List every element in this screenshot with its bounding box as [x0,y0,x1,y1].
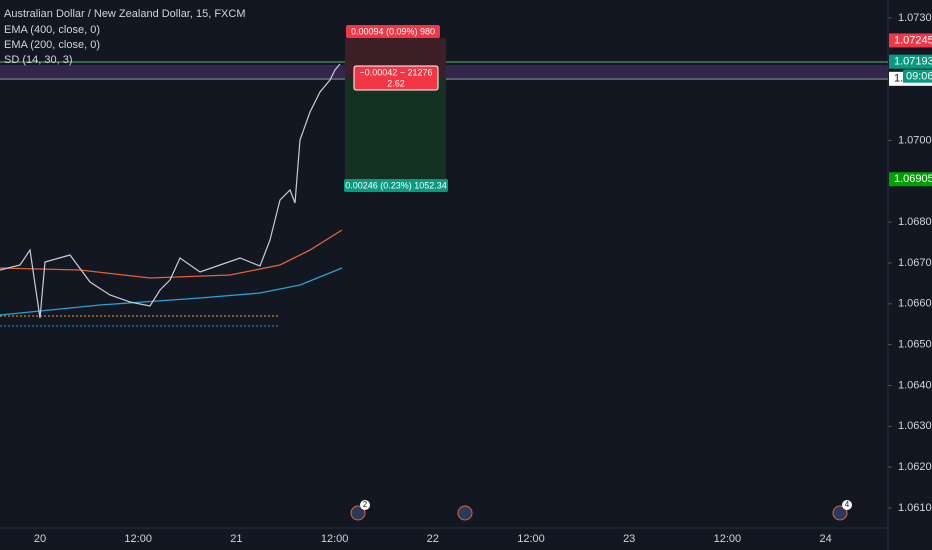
time-label: 12:00 [321,533,349,545]
price-tick-label: 1.06600 [898,298,932,310]
stop-label-bg [346,25,440,38]
time-label: 23 [623,533,635,545]
time-label: 21 [230,533,242,545]
price-tick-label: 1.07000 [898,134,932,146]
stats-box [353,65,439,91]
event-badge [360,500,370,510]
stop-label: 0.00094 (0.09%) 980 [351,26,435,36]
symbol-title: Australian Dollar / New Zealand Dollar, … [4,8,245,20]
price-line [0,63,341,319]
ema-line [0,267,343,316]
time-label: 22 [427,533,439,545]
event-badge-text: 2 [363,500,368,509]
indicator-label: SD (14, 30, 3) [4,54,72,66]
price-tick-label: 1.06500 [898,339,932,351]
price-tick-label: 1.06200 [898,461,932,473]
event-icon[interactable] [832,505,848,521]
price-tick-label: 1.06700 [898,257,932,269]
event-icon[interactable] [457,505,473,521]
stats-label: −0.00042 ~ 21276 [359,67,432,77]
time-label: 20 [34,533,46,545]
target-zone [345,78,446,185]
time-label: 12:00 [714,533,742,545]
price-tick-label: 1.06400 [898,379,932,391]
price-tick-label: 1.07300 [898,12,932,24]
indicator-label: EMA (400, close, 0) [4,24,100,36]
price-tag-label: 1.06905 [894,173,932,185]
target-label-bg [344,179,448,192]
time-label: 12:00 [517,533,545,545]
price-tag [889,33,932,48]
time-label: 24 [819,533,831,545]
event-badge-text: 4 [845,500,850,509]
price-tag-label: 1.07245 [894,34,932,46]
event-badge [842,500,852,510]
price-tick-label: 1.06100 [898,502,932,514]
price-tick-label: 1.06300 [898,420,932,432]
time-label: 12:00 [124,533,152,545]
stats-label: 2.62 [387,78,405,88]
countdown-label: 09:06 [906,71,932,83]
price-tag-label: 1.07193 [894,56,932,68]
price-tag [889,172,932,187]
target-label: 0.00246 (0.23%) 1052.34 [345,180,447,190]
indicator-label: EMA (200, close, 0) [4,39,100,51]
event-icon[interactable] [350,505,366,521]
ema-line [0,229,343,279]
price-tick-label: 1.06800 [898,216,932,228]
countdown-tag [903,69,932,83]
price-tag [889,54,932,69]
